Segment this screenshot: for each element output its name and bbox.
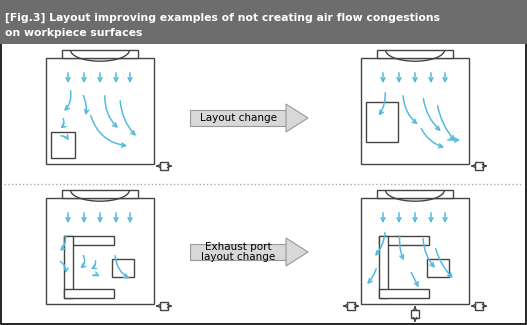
Text: Exhaust port: Exhaust port [204, 241, 271, 252]
Polygon shape [286, 238, 308, 266]
Bar [377, 190, 453, 198]
Bar [46, 198, 154, 304]
Bar [475, 302, 483, 310]
Bar [62, 50, 138, 58]
Polygon shape [286, 104, 308, 132]
Bar [112, 259, 134, 277]
Bar [64, 236, 114, 245]
Bar [347, 302, 355, 310]
Bar [361, 198, 469, 304]
Text: layout change: layout change [201, 253, 275, 263]
Bar [190, 110, 286, 126]
Bar [190, 244, 286, 260]
Bar [46, 58, 154, 164]
Text: on workpiece surfaces: on workpiece surfaces [5, 28, 142, 38]
Text: [Fig.3] Layout improving examples of not creating air flow congestions: [Fig.3] Layout improving examples of not… [5, 13, 440, 23]
Bar [377, 50, 453, 58]
Bar [62, 190, 138, 198]
Bar [0, 0, 527, 44]
Bar [379, 236, 429, 245]
Bar [379, 289, 429, 298]
Bar [64, 289, 114, 298]
Bar [427, 259, 449, 277]
Bar [361, 58, 469, 164]
Bar [160, 162, 168, 170]
Bar [64, 236, 73, 298]
Bar [379, 236, 388, 298]
Bar [160, 302, 168, 310]
Bar [411, 310, 419, 318]
Text: Layout change: Layout change [200, 113, 277, 123]
Bar [475, 162, 483, 170]
Bar [51, 132, 75, 158]
Bar [366, 102, 398, 142]
